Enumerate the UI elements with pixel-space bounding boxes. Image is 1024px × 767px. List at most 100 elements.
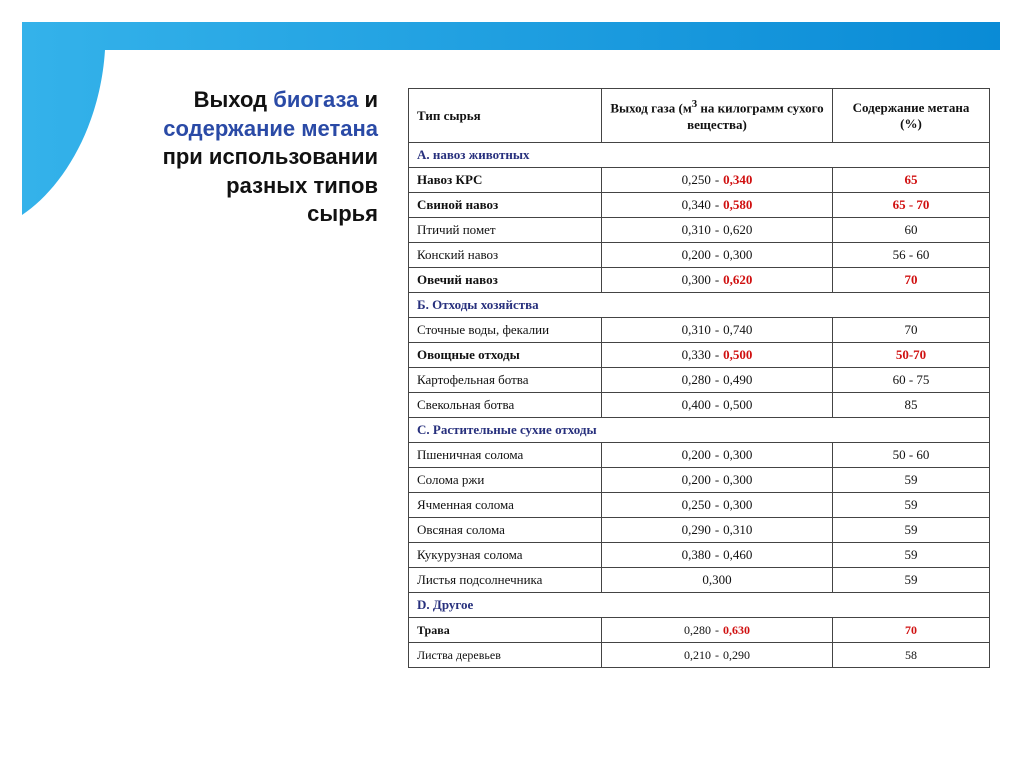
header-cell: Содержание метана (%) [832, 88, 990, 143]
data-row: Конский навоз 0,200-0,300 56 - 60 [408, 242, 990, 268]
gas-value: 0,620 [723, 222, 753, 237]
raw-material: Ячменная солома [408, 492, 602, 518]
range-sep: - [714, 397, 720, 412]
title-part: Выход [193, 87, 268, 112]
methane-content: 65 [832, 167, 990, 193]
gas-value: 0,290 [723, 647, 750, 662]
gas-value: 0,280 [681, 372, 711, 387]
range-sep: - [714, 172, 720, 187]
data-row: Кукурузная солома 0,380-0,460 59 [408, 542, 990, 568]
title-part: биогаза [273, 87, 359, 112]
raw-material: Листва деревьев [408, 642, 602, 668]
data-row: Картофельная ботва 0,280-0,490 60 - 75 [408, 367, 990, 393]
raw-material: Картофельная ботва [408, 367, 602, 393]
title-part: содержание метана [163, 115, 378, 141]
gas-yield: 0,310-0,620 [601, 217, 833, 243]
slide-title: Выход биогаза и содержание метана при ис… [118, 86, 378, 229]
gas-value: 0,300 [681, 272, 711, 287]
methane-content: 70 [832, 617, 990, 643]
gas-value: 0,250 [681, 172, 711, 187]
data-row: Сточные воды, фекалии 0,310-0,740 70 [408, 317, 990, 343]
methane-content: 59 [832, 542, 990, 568]
range-sep: - [714, 247, 720, 262]
data-row: Овечий навоз 0,300-0,620 70 [408, 267, 990, 293]
raw-material: Овсяная солома [408, 517, 602, 543]
data-row: Навоз КРС 0,250-0,340 65 [408, 167, 990, 193]
range-sep: - [714, 497, 720, 512]
raw-material: Листья подсолнечника [408, 567, 602, 593]
raw-material: Овечий навоз [408, 267, 602, 293]
gas-yield: 0,310-0,740 [601, 317, 833, 343]
range-sep: - [714, 372, 720, 387]
header-cell: Выход газа (м3 на килограмм сухого вещес… [601, 88, 833, 143]
title-part: при использовании [162, 144, 378, 169]
raw-material: Навоз КРС [408, 167, 602, 193]
gas-value: 0,290 [681, 522, 711, 537]
methane-content: 60 - 75 [832, 367, 990, 393]
gas-yield: 0,200-0,300 [601, 242, 833, 268]
gas-value: 0,340 [723, 172, 753, 187]
gas-value: 0,490 [723, 372, 753, 387]
gas-yield: 0,340-0,580 [601, 192, 833, 218]
table-body: А. навоз животных Навоз КРС 0,250-0,340 65 С… [408, 142, 990, 668]
gas-value: 0,300 [723, 472, 753, 487]
raw-material: Трава [408, 617, 602, 643]
gas-value: 0,250 [681, 497, 711, 512]
gas-value: 0,200 [681, 472, 711, 487]
gas-value: 0,300 [702, 572, 732, 587]
range-sep: - [715, 647, 719, 662]
gas-value: 0,620 [723, 272, 753, 287]
gas-value: 0,310 [681, 222, 711, 237]
gas-yield: 0,300-0,620 [601, 267, 833, 293]
gas-yield: 0,280-0,490 [601, 367, 833, 393]
section-row: А. навоз животных [408, 142, 990, 168]
range-sep: - [714, 272, 720, 287]
header-cell: Тип сырья [408, 88, 602, 143]
gas-yield: 0,250-0,300 [601, 492, 833, 518]
gas-value: 0,310 [723, 522, 753, 537]
gas-value: 0,330 [681, 347, 711, 362]
range-sep: - [714, 522, 720, 537]
range-sep: - [714, 472, 720, 487]
methane-content: 59 [832, 567, 990, 593]
raw-material: Овощные отходы [408, 342, 602, 368]
range-sep: - [714, 197, 720, 212]
gas-value: 0,200 [681, 247, 711, 262]
methane-content: 58 [832, 642, 990, 668]
raw-material: Пшеничная солома [408, 442, 602, 468]
methane-content: 60 [832, 217, 990, 243]
range-sep: - [714, 547, 720, 562]
title-part: и [364, 87, 378, 112]
methane-content: 59 [832, 492, 990, 518]
data-row: Птичий помет 0,310-0,620 60 [408, 217, 990, 243]
methane-content: 56 - 60 [832, 242, 990, 268]
range-sep: - [714, 322, 720, 337]
range-sep: - [714, 222, 720, 237]
methane-content: 65 - 70 [832, 192, 990, 218]
raw-material: Птичий помет [408, 217, 602, 243]
range-sep: - [714, 447, 720, 462]
gas-yield: 0,330-0,500 [601, 342, 833, 368]
raw-material: Сточные воды, фекалии [408, 317, 602, 343]
data-row: Свиной навоз 0,340-0,580 65 - 70 [408, 192, 990, 218]
gas-value: 0,300 [723, 247, 753, 262]
section-label: D. Другое [408, 592, 990, 618]
data-row: Свекольная ботва 0,400-0,500 85 [408, 392, 990, 418]
gas-value: 0,630 [723, 622, 750, 637]
methane-content: 85 [832, 392, 990, 418]
gas-yield: 0,210-0,290 [601, 642, 833, 668]
methane-content: 59 [832, 517, 990, 543]
gas-value: 0,500 [723, 397, 753, 412]
section-label: А. навоз животных [408, 142, 990, 168]
header-text: на килограмм сухого вещества) [687, 100, 824, 132]
gas-value: 0,740 [723, 322, 753, 337]
title-part: сырья [307, 201, 378, 226]
data-row: Овощные отходы 0,330-0,500 50-70 [408, 342, 990, 368]
gas-yield: 0,380-0,460 [601, 542, 833, 568]
section-row: С. Растительные сухие отходы [408, 417, 990, 443]
section-label: С. Растительные сухие отходы [408, 417, 990, 443]
section-row: Б. Отходы хозяйства [408, 292, 990, 318]
header-row: Тип сырья Выход газа (м3 на килограмм су… [408, 88, 990, 143]
gas-value: 0,460 [723, 547, 753, 562]
